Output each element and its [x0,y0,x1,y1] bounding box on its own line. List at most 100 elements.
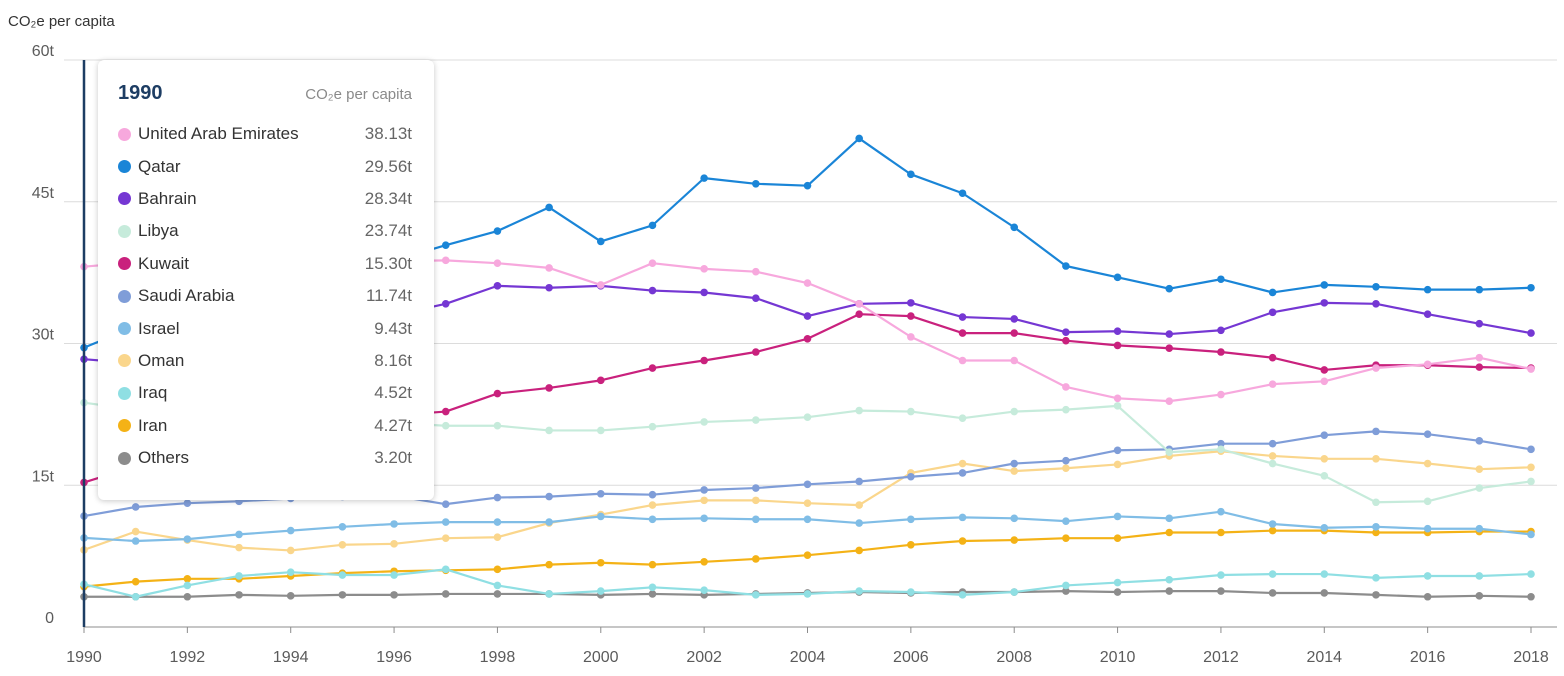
data-point[interactable] [1320,589,1329,597]
data-point[interactable] [958,513,967,522]
data-point[interactable] [441,407,450,416]
data-point[interactable] [1320,299,1329,307]
data-point[interactable] [1423,524,1432,533]
data-point[interactable] [131,527,140,536]
data-point[interactable] [648,221,657,230]
data-point[interactable] [855,501,863,509]
data-point[interactable] [1217,587,1225,595]
data-point[interactable] [1062,581,1070,590]
data-point[interactable] [545,384,553,392]
data-point[interactable] [493,581,502,590]
data-point[interactable] [1475,353,1484,362]
data-point[interactable] [1423,430,1432,439]
data-point[interactable] [1372,283,1380,291]
data-point[interactable] [1010,514,1019,523]
data-point[interactable] [441,518,450,526]
data-point[interactable] [1165,575,1174,584]
data-point[interactable] [545,518,553,526]
data-point[interactable] [596,281,605,289]
data-point[interactable] [286,592,295,600]
data-point[interactable] [390,571,398,579]
data-point[interactable] [493,421,502,430]
data-point[interactable] [545,264,553,272]
data-point[interactable] [338,523,347,531]
data-point[interactable] [907,170,915,179]
data-point[interactable] [1010,329,1019,337]
data-point[interactable] [855,134,863,143]
data-point[interactable] [907,588,915,596]
data-point[interactable] [545,590,553,598]
data-point[interactable] [907,299,915,307]
data-point[interactable] [1010,467,1019,475]
data-point[interactable] [752,416,760,424]
data-point[interactable] [131,503,140,511]
data-point[interactable] [286,568,295,576]
data-point[interactable] [286,526,295,535]
data-point[interactable] [390,591,398,599]
data-point[interactable] [700,557,708,566]
data-point[interactable] [493,282,502,290]
data-point[interactable] [700,586,708,594]
data-point[interactable] [596,558,605,567]
data-point[interactable] [958,537,967,545]
data-point[interactable] [958,459,967,468]
series-iraq[interactable] [80,565,1535,601]
data-point[interactable] [1475,319,1484,328]
data-point[interactable] [752,555,760,563]
data-point[interactable] [545,492,553,501]
data-point[interactable] [1268,452,1277,460]
data-point[interactable] [1320,472,1329,480]
data-point[interactable] [1217,390,1225,399]
data-point[interactable] [1010,407,1019,416]
data-point[interactable] [1062,383,1070,391]
data-point[interactable] [700,514,708,523]
data-point[interactable] [338,591,347,599]
data-point[interactable] [1320,454,1329,463]
data-point[interactable] [907,515,915,524]
data-point[interactable] [907,472,915,481]
data-point[interactable] [1113,402,1122,410]
data-point[interactable] [1268,288,1277,297]
data-point[interactable] [803,515,812,524]
data-point[interactable] [1423,285,1432,294]
data-point[interactable] [1165,284,1174,293]
data-point[interactable] [1113,341,1122,350]
data-point[interactable] [958,469,967,477]
data-point[interactable] [1527,463,1535,472]
data-point[interactable] [958,313,967,321]
data-point[interactable] [1062,328,1070,336]
data-point[interactable] [1372,427,1380,436]
data-point[interactable] [803,413,812,422]
data-point[interactable] [700,174,708,182]
data-point[interactable] [1062,456,1070,465]
series-oman[interactable] [80,447,1535,555]
data-point[interactable] [752,591,760,599]
data-point[interactable] [1320,523,1329,532]
data-point[interactable] [958,356,967,365]
data-point[interactable] [1527,592,1535,601]
data-point[interactable] [390,540,398,548]
data-point[interactable] [493,590,502,598]
data-point[interactable] [1113,578,1122,587]
data-point[interactable] [493,518,502,526]
data-point[interactable] [441,300,450,308]
data-point[interactable] [700,265,708,273]
data-point[interactable] [855,300,863,308]
data-point[interactable] [545,560,553,569]
data-point[interactable] [648,364,657,372]
data-point[interactable] [441,590,450,598]
data-point[interactable] [1062,534,1070,542]
data-point[interactable] [235,530,243,539]
data-point[interactable] [1372,498,1380,507]
data-point[interactable] [1113,512,1122,521]
data-point[interactable] [1372,454,1380,463]
data-point[interactable] [1113,460,1122,469]
data-point[interactable] [1165,330,1174,338]
data-point[interactable] [235,572,243,580]
data-point[interactable] [1165,514,1174,523]
data-point[interactable] [1268,459,1277,468]
data-point[interactable] [752,179,760,188]
data-point[interactable] [183,592,192,601]
data-point[interactable] [803,499,812,508]
data-point[interactable] [1217,571,1225,579]
